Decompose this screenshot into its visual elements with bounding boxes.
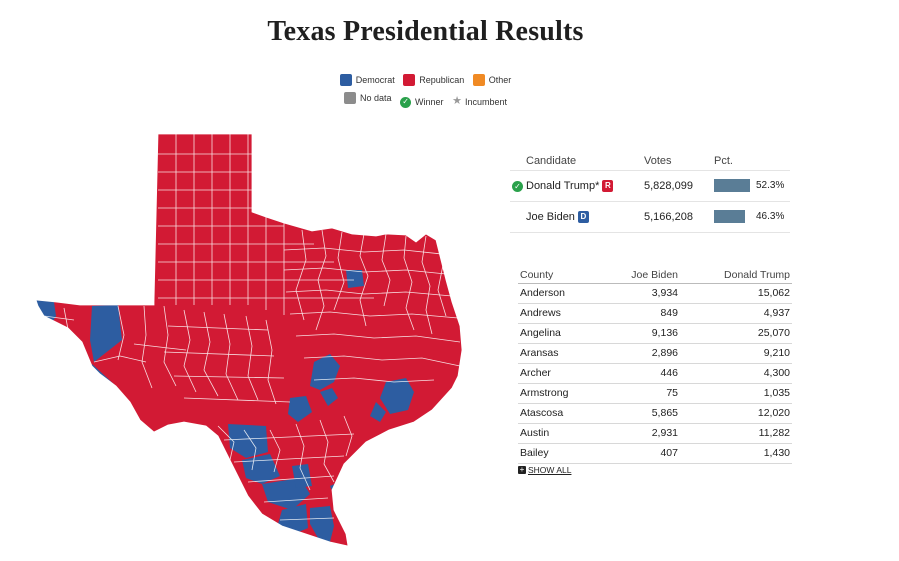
table-row: Andrews 849 4,937 <box>518 304 792 324</box>
legend-republican-label: Republican <box>419 75 465 85</box>
check-icon: ✓ <box>400 96 412 108</box>
county-rows: Anderson 3,934 15,062 Andrews 849 4,937 Angeli… <box>518 284 792 464</box>
county-name: Atascosa <box>520 407 564 419</box>
legend-no-data-label: No data <box>360 93 392 103</box>
republican-swatch <box>403 74 416 86</box>
trump-votes: 12,020 <box>757 407 790 419</box>
county-name: Archer <box>520 367 551 379</box>
star-icon: ★ <box>452 95 462 107</box>
plus-icon: + <box>518 465 526 474</box>
legend-no-data: No data <box>344 92 392 104</box>
vote-share-bar <box>714 179 750 192</box>
legend-other-label: Other <box>488 75 512 85</box>
legend-winner-label: Winner <box>415 97 444 107</box>
biden-votes: 75 <box>666 387 678 399</box>
legend-party: Democrat Republican Other <box>0 74 851 88</box>
legend-incumbent-label: Incumbent <box>464 96 507 107</box>
trump-votes: 9,210 <box>763 347 790 359</box>
candidate-name: Joe Biden D <box>526 211 589 223</box>
candidate-votes: 5,828,099 <box>644 180 693 192</box>
table-row: Atascosa 5,865 12,020 <box>518 404 792 424</box>
winner-check-icon: ✓ <box>512 181 523 192</box>
show-all-label: SHOW ALL <box>528 465 572 475</box>
legend-democrat: Democrat <box>339 74 395 86</box>
trump-votes: 4,300 <box>763 367 790 379</box>
county-name: Austin <box>520 427 550 439</box>
legend-status: No data ✓ Winner ★ Incumbent <box>0 92 851 108</box>
col-header-votes: Votes <box>644 155 672 167</box>
table-row: Aransas 2,896 9,210 <box>518 344 792 364</box>
col-header-trump: Donald Trump <box>724 269 790 281</box>
candidate-summary-table: Candidate Votes Pct. ✓ Donald Trump* R 5,… <box>510 150 790 233</box>
trump-votes: 25,070 <box>757 327 790 339</box>
biden-votes: 2,896 <box>651 347 678 359</box>
table-row: Angelina 9,136 25,070 <box>518 324 792 344</box>
democrat-swatch <box>339 74 352 86</box>
county-name: Bailey <box>520 447 549 459</box>
trump-votes: 1,035 <box>763 387 790 399</box>
biden-votes: 407 <box>660 447 678 459</box>
legend-other: Other <box>472 74 512 86</box>
other-swatch <box>472 74 485 86</box>
texas-county-map[interactable] <box>34 130 468 554</box>
candidate-name: Donald Trump* R <box>526 180 614 192</box>
table-row: Bailey 407 1,430 <box>518 444 792 464</box>
show-all-link[interactable]: + SHOW ALL <box>518 465 571 475</box>
candidate-name-text: Joe Biden <box>526 211 575 223</box>
table-row: Anderson 3,934 15,062 <box>518 284 792 304</box>
vote-share-bar <box>714 210 746 223</box>
table-row: Archer 446 4,300 <box>518 364 792 384</box>
candidate-pct: 46.3% <box>756 211 785 222</box>
biden-votes: 2,931 <box>651 427 678 439</box>
biden-votes: 5,865 <box>651 407 678 419</box>
trump-votes: 11,282 <box>758 427 790 439</box>
candidate-name-text: Donald Trump <box>526 180 596 192</box>
legend-republican: Republican <box>403 74 464 86</box>
county-name: Armstrong <box>520 387 569 399</box>
col-header-biden: Joe Biden <box>631 269 678 281</box>
biden-votes: 9,136 <box>651 327 678 339</box>
biden-votes: 3,934 <box>651 287 678 299</box>
biden-votes: 849 <box>660 307 678 319</box>
county-name: Anderson <box>520 287 565 299</box>
county-name: Angelina <box>520 327 561 339</box>
trump-votes: 4,937 <box>763 307 790 319</box>
candidate-pct: 52.3% <box>756 180 785 191</box>
col-header-county: County <box>520 269 554 281</box>
table-row: Austin 2,931 11,282 <box>518 424 792 444</box>
candidate-row-biden: Joe Biden D 5,166,208 46.3% <box>510 202 790 233</box>
trump-votes: 1,430 <box>763 447 790 459</box>
legend-incumbent: ★ Incumbent <box>452 96 507 107</box>
legend-winner: ✓ Winner <box>400 96 444 108</box>
trump-votes: 15,062 <box>757 287 790 299</box>
candidate-votes: 5,166,208 <box>644 211 693 223</box>
col-header-candidate: Candidate <box>526 155 577 167</box>
party-badge-d: D <box>577 211 589 223</box>
party-badge-r: R <box>602 180 614 192</box>
col-header-pct: Pct. <box>714 155 733 167</box>
no-data-swatch <box>344 92 356 104</box>
county-header-row: County Joe Biden Donald Trump <box>518 268 792 284</box>
biden-votes: 446 <box>660 367 678 379</box>
incumbent-mark: * <box>595 180 600 192</box>
candidate-header-row: Candidate Votes Pct. <box>510 150 790 171</box>
county-name: Aransas <box>520 347 559 359</box>
county-results-table: County Joe Biden Donald Trump Anderson 3,… <box>518 268 792 464</box>
table-row: Armstrong 75 1,035 <box>518 384 792 404</box>
legend-democrat-label: Democrat <box>355 75 395 85</box>
candidate-row-trump: ✓ Donald Trump* R 5,828,099 52.3% <box>510 171 790 202</box>
page-title: Texas Presidential Results <box>267 16 584 47</box>
county-name: Andrews <box>520 307 561 319</box>
